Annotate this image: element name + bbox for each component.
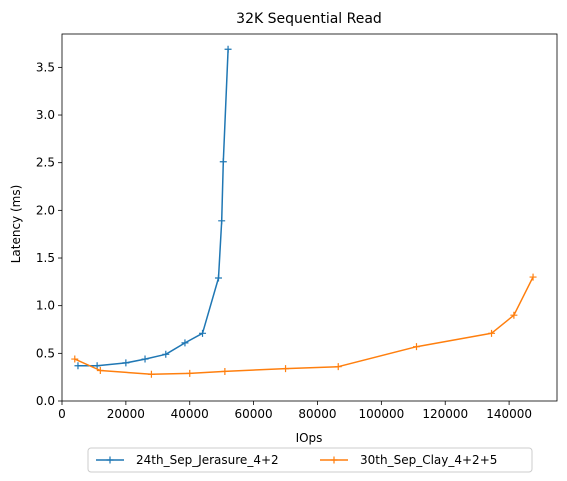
legend: 24th_Sep_Jerasure_4+2 30th_Sep_Clay_4+2+5 (87, 447, 533, 473)
legend-entry-2: 30th_Sep_Clay_4+2+5 (320, 453, 497, 467)
y-axis-title: Latency (ms) (9, 185, 23, 264)
data-point (510, 311, 518, 319)
x-tick-label: 0 (58, 407, 66, 421)
data-point (141, 355, 149, 363)
data-point (412, 343, 420, 351)
data-point (334, 363, 342, 371)
series-1 (74, 45, 232, 370)
y-tick-label: 3.5 (36, 60, 55, 74)
legend-box (87, 447, 533, 473)
y-tick-label: 0.0 (36, 394, 55, 408)
data-point (214, 274, 222, 282)
axes-frame (61, 33, 558, 402)
y-tick-label: 2.0 (36, 203, 55, 217)
data-point (181, 339, 189, 347)
y-tick-label: 2.5 (36, 156, 55, 170)
data-point (162, 350, 170, 358)
data-point (224, 45, 232, 53)
x-tick-label: 60000 (235, 407, 273, 421)
x-tick-label: 20000 (107, 407, 145, 421)
x-tick-label: 120000 (422, 407, 468, 421)
data-point (218, 217, 226, 225)
data-point (74, 362, 82, 370)
y-tick-label: 1.5 (36, 251, 55, 265)
data-point (147, 370, 155, 378)
legend-label: 24th_Sep_Jerasure_4+2 (136, 453, 279, 467)
series-2 (71, 273, 537, 378)
data-point (221, 367, 229, 375)
data-point (93, 362, 101, 370)
axes: 0 20000 40000 60000 80000 100000 120000 140000 0… (36, 33, 558, 421)
x-tick-label: 80000 (298, 407, 336, 421)
y-tick-label: 0.5 (36, 346, 55, 360)
data-point (219, 158, 227, 166)
data-point (96, 366, 104, 374)
x-tick-label: 140000 (486, 407, 532, 421)
data-point (122, 359, 130, 367)
y-tick-label: 3.0 (36, 108, 55, 122)
x-tick-label: 100000 (358, 407, 404, 421)
series-line (78, 49, 229, 367)
data-point (186, 369, 194, 377)
data-point (488, 329, 496, 337)
y-tick-label: 1.0 (36, 299, 55, 313)
x-tick-label: 40000 (171, 407, 209, 421)
data-point (199, 329, 207, 337)
x-axis-title: IOps (296, 431, 323, 445)
data-point (529, 273, 537, 281)
chart-title: 32K Sequential Read (236, 11, 382, 27)
data-point (71, 355, 79, 363)
plot-area (71, 45, 537, 378)
data-point (282, 365, 290, 373)
legend-marker (330, 456, 338, 464)
legend-label: 30th_Sep_Clay_4+2+5 (360, 453, 497, 467)
legend-entry-1: 24th_Sep_Jerasure_4+2 (96, 453, 279, 467)
legend-marker (106, 456, 114, 464)
